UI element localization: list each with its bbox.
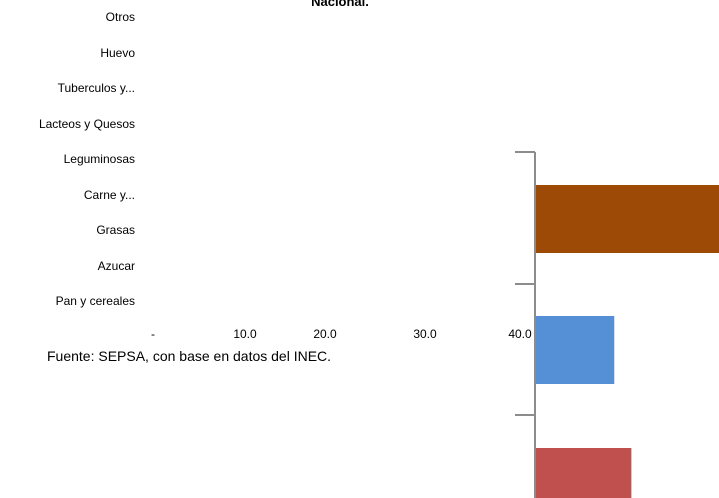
category-label: Grasas [96,223,135,237]
source-note: Fuente: SEPSA, con base en datos del INE… [47,348,332,364]
bar [536,448,632,498]
category-label: Azucar [97,258,135,273]
x-tick-label: 10.0 [233,327,257,341]
category-label: Pan y cereales [55,294,135,308]
x-tick-label: 30.0 [413,327,437,341]
category-label: Huevo [100,45,135,60]
category-label: Lacteos y Quesos [38,116,135,131]
category-label: Leguminosas [63,152,135,166]
x-tick-label: 20.0 [313,327,337,341]
chart-title: Nacional. [311,0,369,9]
x-tick-label: - [151,327,155,341]
x-tick-label: 40.0 [508,327,532,341]
category-label: Otros [105,10,135,24]
bar [536,316,615,384]
category-label: Carne y... [83,187,135,202]
category-label: Tuberculos y... [57,81,135,95]
bar [536,185,719,253]
